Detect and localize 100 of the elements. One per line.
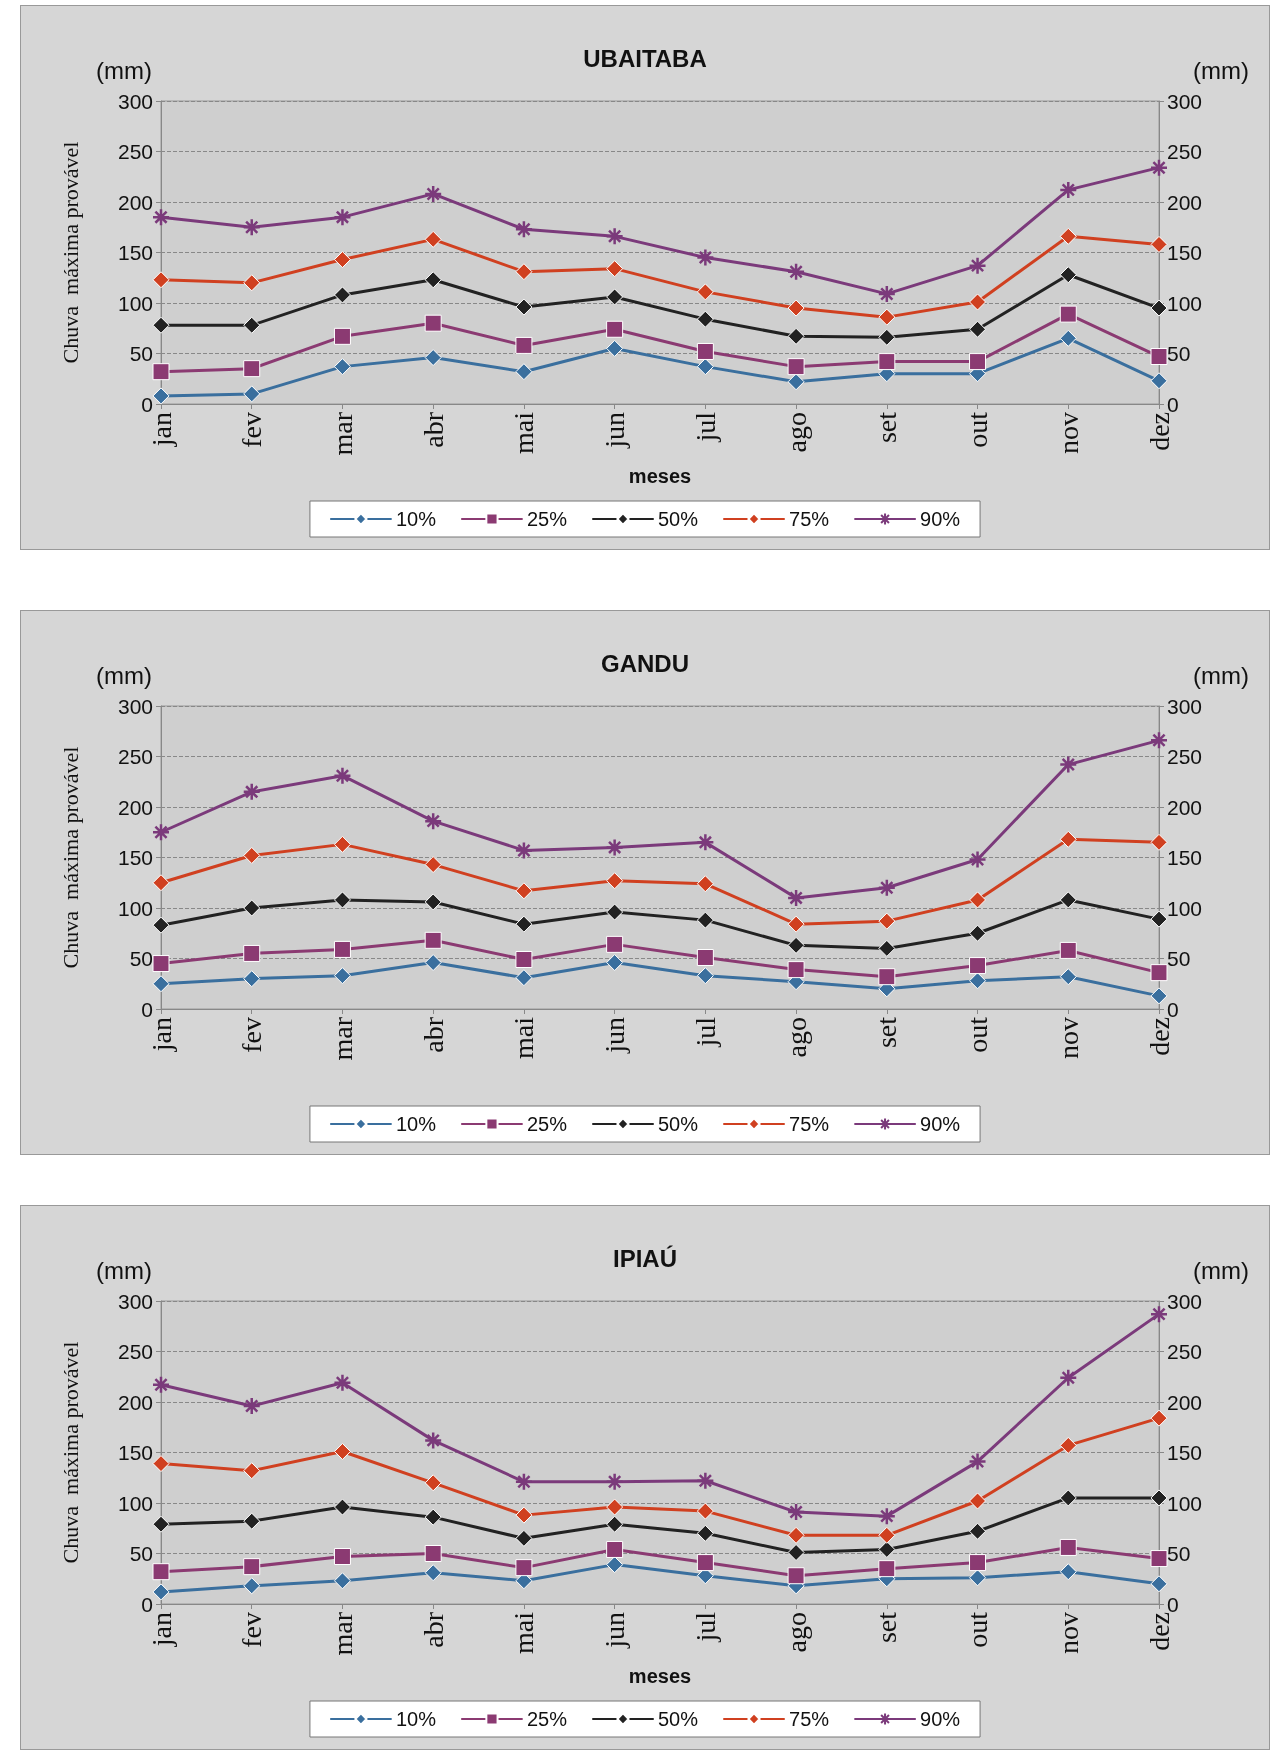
y2-tick-label: 50	[1167, 947, 1191, 970]
y2-tick-label: 300	[1167, 1289, 1203, 1313]
point	[243, 899, 261, 917]
x-tick-label: fev	[236, 1612, 268, 1648]
y2-tick-label: 250	[1167, 140, 1203, 163]
point	[424, 893, 442, 911]
point	[606, 260, 624, 278]
point	[1059, 891, 1077, 909]
point	[786, 888, 806, 908]
x-tick-label: mar	[326, 1611, 358, 1656]
point	[696, 948, 714, 966]
legend-label: 75%	[789, 508, 830, 530]
y2-tick-label: 100	[1167, 896, 1203, 920]
point	[242, 218, 261, 237]
legend-label: 75%	[789, 1708, 830, 1730]
y-axis-title: Chuva máxima provável	[57, 1341, 83, 1564]
point	[424, 314, 442, 332]
legend-label: 50%	[657, 508, 699, 530]
point	[333, 327, 351, 345]
y2-tick-label: 200	[1167, 795, 1203, 819]
point	[515, 969, 533, 987]
point	[968, 1452, 987, 1471]
point	[243, 970, 261, 988]
point	[333, 1498, 351, 1516]
point	[515, 1506, 533, 1524]
point	[605, 1472, 624, 1492]
x-tick-label: mai	[508, 1016, 540, 1059]
y-tick-label: 150	[117, 1441, 153, 1464]
x-tick-label: jun	[599, 1612, 631, 1649]
point	[606, 903, 624, 921]
x-axis-title: meses	[628, 1665, 692, 1687]
point	[152, 975, 170, 993]
point	[1059, 1563, 1077, 1581]
point	[515, 1559, 533, 1577]
point	[878, 968, 896, 986]
point	[1150, 372, 1168, 390]
y-tick-label: 50	[129, 947, 153, 970]
point	[878, 1560, 896, 1578]
x-tick-label: jul	[689, 1016, 721, 1048]
point	[969, 1569, 987, 1587]
text: (mm)	[96, 1256, 152, 1284]
point	[969, 353, 987, 371]
chart-title: UBAITABA	[583, 44, 707, 72]
legend-label: 25%	[526, 508, 568, 530]
point	[243, 385, 261, 403]
x-tick-label: nov	[1052, 412, 1084, 454]
point	[152, 387, 170, 405]
x-tick-label: mar	[326, 411, 358, 456]
point	[515, 915, 533, 933]
text: (mm)	[96, 56, 152, 84]
y2-tick-label: 150	[1167, 241, 1203, 264]
point	[424, 1508, 442, 1526]
y-tick-label: 100	[117, 1491, 153, 1515]
x-tick-label: fev	[236, 1017, 268, 1053]
y-tick-label: 250	[117, 140, 153, 163]
y-tick-label: 100	[117, 896, 153, 920]
point	[877, 878, 897, 898]
point	[243, 1577, 261, 1595]
point	[1150, 910, 1168, 928]
point	[242, 1396, 261, 1416]
y-tick-label: 50	[129, 1542, 153, 1565]
point	[424, 954, 442, 972]
point	[1150, 299, 1168, 317]
point	[515, 336, 533, 354]
point	[333, 1572, 351, 1590]
point	[787, 327, 805, 345]
y-tick-label: 300	[117, 694, 153, 718]
point	[606, 1540, 624, 1558]
point	[878, 353, 896, 371]
x-tick-label: mai	[508, 411, 540, 454]
x-tick-label: fev	[236, 412, 268, 448]
y2-tick-label: 50	[1167, 1542, 1191, 1565]
point	[152, 271, 170, 289]
point	[243, 1512, 261, 1530]
point	[243, 316, 261, 334]
point	[969, 924, 987, 942]
point	[243, 360, 261, 378]
point	[696, 310, 714, 328]
legend-label: 10%	[395, 1708, 437, 1730]
y2-tick-label: 150	[1167, 846, 1203, 869]
x-tick-label: out	[962, 1016, 994, 1053]
point	[696, 833, 715, 852]
point	[424, 931, 442, 949]
x-tick-label: dez	[1143, 1017, 1175, 1056]
point	[333, 766, 352, 785]
legend-label: 50%	[657, 1708, 699, 1730]
point	[1150, 348, 1168, 366]
point	[1059, 266, 1077, 284]
point	[787, 936, 805, 954]
point	[696, 1524, 714, 1542]
point	[1059, 1368, 1078, 1388]
x-tick-label: set	[871, 411, 903, 444]
point	[423, 184, 443, 204]
y-tick-label: 250	[117, 745, 153, 768]
point	[515, 882, 533, 900]
x-tick-label: out	[962, 1611, 994, 1648]
y-tick-label: 200	[117, 190, 153, 214]
text: (mm)	[1193, 1256, 1249, 1284]
y-tick-label: 300	[117, 1289, 153, 1313]
y-tick-label: 150	[117, 846, 153, 869]
